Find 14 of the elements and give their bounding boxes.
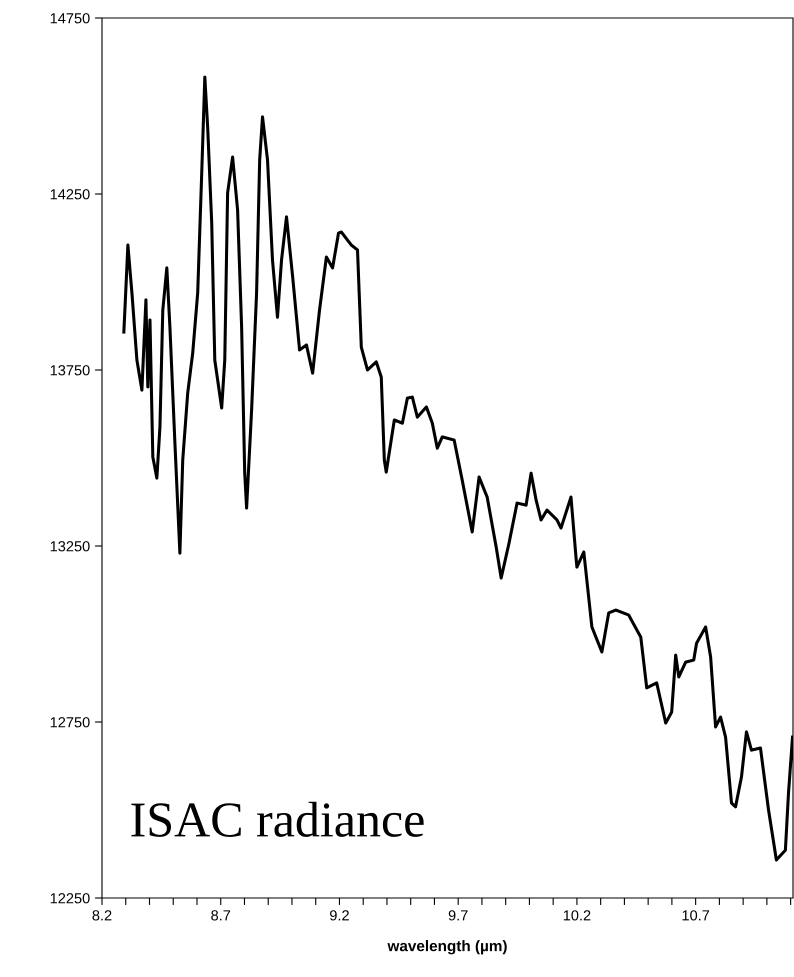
x-tick-label: 10.7 [682,910,710,921]
x-tick-label: 8.7 [211,910,230,921]
x-tick-label: 10.2 [564,910,590,921]
y-tick-label: 13250 [50,541,90,552]
x-tick-label: 9.2 [330,910,349,921]
y-tick-label: 12750 [50,717,90,728]
x-tick-label: 8.2 [92,910,112,921]
annotation: ISAC radiance [131,802,424,837]
x-tick-label: 9.7 [448,910,468,921]
x-axis-title: wavelength (µm) [387,940,507,954]
y-tick-label: 14250 [50,189,90,200]
y-tick-label: 13750 [50,365,90,376]
y-tick-label: 14750 [50,13,90,24]
y-tick-label: 12250 [50,893,90,904]
